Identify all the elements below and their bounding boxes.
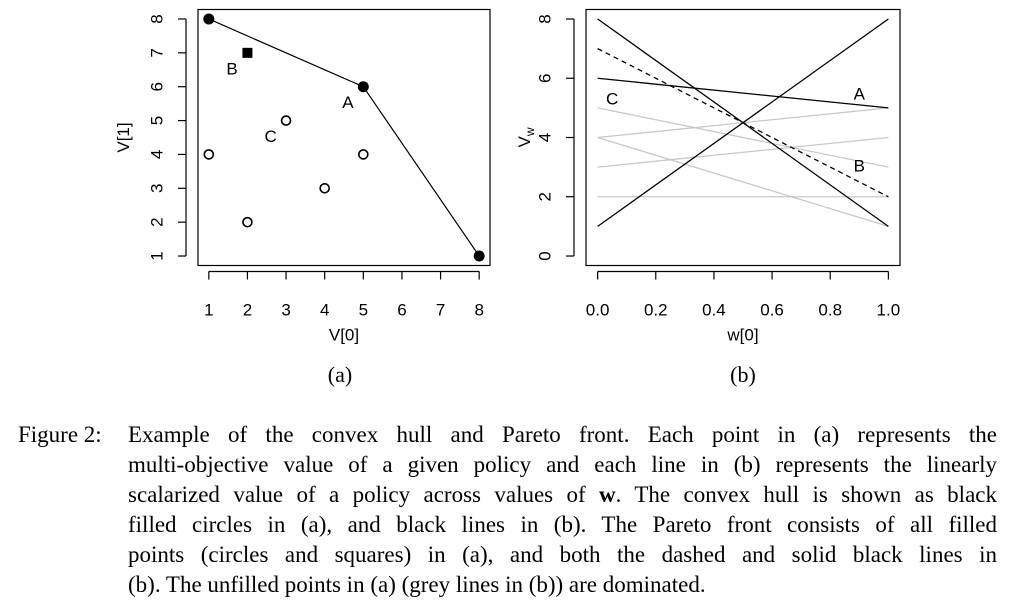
y-tick-label: 0 [535, 251, 554, 260]
caption-text: multi-objective value of a given policy … [128, 452, 997, 477]
y-tick-label: 3 [147, 184, 166, 193]
annotation: B [854, 157, 865, 176]
x-axis-label: w[0] [726, 325, 758, 344]
y-tick-label: 2 [535, 192, 554, 201]
caption-text: (b). The unfilled points in (a) (grey li… [128, 572, 706, 597]
figure: 1 2 3 4 5 6 7 8 V[0] 1 2 3 4 5 6 7 8 V[1] (a) B A C 0.0 0.2 0.4 0… [114, 8, 901, 387]
caption-bold: w [599, 482, 616, 507]
y-tick-label: 8 [147, 14, 166, 23]
value-line [597, 48, 889, 198]
y-tick-label: 1 [147, 251, 166, 260]
caption-text: Example of the convex hull and Pareto fr… [128, 422, 997, 447]
y-tick-label: 8 [535, 14, 554, 23]
y-tick-label: 4 [147, 150, 166, 159]
caption-line: points (circles and squares) in (a), and… [128, 540, 997, 570]
caption-line: (b). The unfilled points in (a) (grey li… [128, 570, 997, 600]
x-tick-label: 6 [397, 300, 406, 319]
annotation: A [342, 93, 354, 112]
plot-box [585, 8, 901, 267]
x-tick-label: 0.6 [760, 300, 784, 319]
value-line [597, 136, 889, 228]
point-open [203, 149, 215, 160]
y-tick-label: 7 [147, 48, 166, 57]
y-axis-label-main: V [515, 136, 534, 148]
x-tick-label: 4 [320, 300, 329, 319]
y-tick-label: 6 [147, 82, 166, 91]
x-tick-label: 7 [436, 300, 445, 319]
x-tick-label: 0.4 [702, 300, 726, 319]
subcaption: (a) [328, 362, 352, 387]
caption-text: scalarized value of a policy across valu… [128, 482, 600, 507]
point-open [242, 216, 253, 228]
annotation: A [854, 85, 866, 104]
y-tick-label: 5 [147, 116, 166, 125]
y-tick-label: 6 [535, 74, 554, 83]
point-open [358, 149, 369, 160]
x-tick-label: 0.2 [644, 300, 668, 319]
x-tick-label: 1.0 [877, 300, 901, 319]
x-tick-label: 3 [281, 300, 290, 319]
y-tick-label: 4 [535, 133, 554, 142]
x-tick-label: 0.0 [586, 300, 610, 319]
caption-text: points (circles and squares) in (a), and… [128, 542, 997, 567]
annotation: C [606, 89, 618, 108]
value-line [597, 77, 889, 109]
y-axis-label: Vw [515, 127, 537, 147]
point-open [319, 182, 330, 194]
caption-line: scalarized value of a policy across valu… [128, 480, 997, 510]
caption-text: . The convex hull is shown as black [615, 482, 997, 507]
y-tick-label: 2 [147, 217, 166, 226]
x-axis-label: V[0] [329, 325, 359, 344]
x-tick-label: 1 [204, 300, 213, 319]
caption-label: Figure 2: [18, 422, 102, 447]
caption-line: Example of the convex hull and Pareto fr… [128, 420, 997, 450]
point-filled [473, 250, 485, 262]
value-line [597, 107, 889, 168]
x-tick-label: 8 [474, 300, 483, 319]
annotation: C [264, 127, 276, 146]
point-square [242, 47, 253, 58]
y-axis-label: V[1] [114, 122, 133, 152]
x-tick-label: 2 [243, 300, 252, 319]
x-tick-label: 0.8 [818, 300, 842, 319]
caption-text: filled circles in (a), and black lines i… [128, 512, 997, 537]
value-line [597, 136, 889, 168]
point-open [280, 115, 292, 126]
point-filled [203, 13, 215, 25]
plot-box [197, 8, 491, 267]
caption-line: multi-objective value of a given policy … [128, 450, 997, 480]
x-tick-label: 5 [359, 300, 368, 319]
y-axis-label-sub: w [523, 127, 537, 137]
point-filled [357, 81, 369, 93]
subcaption: (b) [730, 362, 756, 387]
caption-line: filled circles in (a), and black lines i… [128, 510, 997, 540]
annotation: B [226, 59, 237, 78]
y-axis-label-main: V[1] [114, 122, 133, 152]
